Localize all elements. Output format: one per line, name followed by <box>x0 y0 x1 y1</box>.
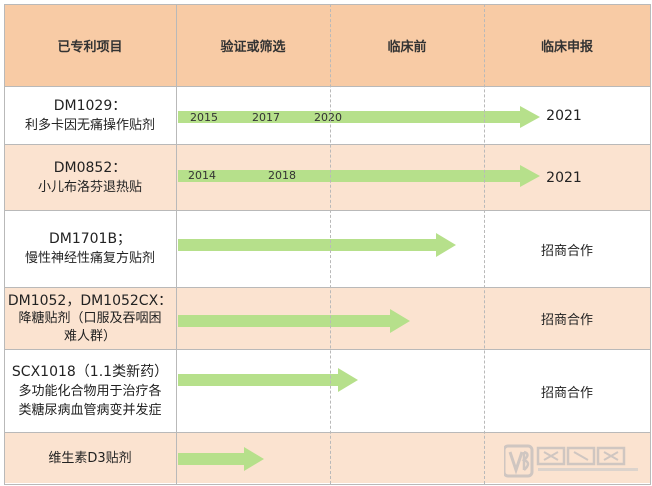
project-name-cell: DM1029： 利多卡因无痛操作贴剂 <box>4 87 176 144</box>
column-divider <box>176 4 177 484</box>
filing-year: 2021 <box>546 107 582 124</box>
project-description: 多功能化合物用于治疗各 <box>18 383 162 399</box>
project-description: 小儿布洛芬退热贴 <box>37 179 142 195</box>
vb-logo-icon <box>504 444 638 478</box>
progress-arrow <box>178 447 264 471</box>
table-row: DM1701B； 慢性神经性痛复方贴剂 招商合作 <box>4 211 650 288</box>
year-label: 2017 <box>252 111 280 124</box>
project-name-cell: 维生素D3贴剂 <box>4 433 176 483</box>
project-name-cell: DM1701B； 慢性神经性痛复方贴剂 <box>4 211 176 287</box>
header-clinical-filing: 临床申报 <box>540 39 593 55</box>
table-row: SCX1018（1.1类新药） 多功能化合物用于治疗各 类糖尿病血管病变并发症 … <box>4 350 650 433</box>
project-name-cell: DM0852： 小儿布洛芬退热贴 <box>4 145 176 210</box>
licensing-status: 招商合作 <box>540 243 593 259</box>
header-patent-projects: 已专利项目 <box>57 39 123 55</box>
year-label: 2015 <box>190 111 218 124</box>
table-row: DM1029： 利多卡因无痛操作贴剂 2015 2017 2020 2021 <box>4 87 650 145</box>
project-description: 降糖贴剂（口服及吞咽困 <box>18 310 162 326</box>
table-row: DM1052，DM1052CX： 降糖贴剂（口服及吞咽困 难人群） 招商合作 <box>4 288 650 350</box>
progress-arrow <box>178 233 456 257</box>
project-description-line2: 难人群） <box>63 328 116 344</box>
project-description: 利多卡因无痛操作贴剂 <box>24 117 155 133</box>
project-code: DM1029： <box>53 97 127 114</box>
project-code: DM0852： <box>53 159 127 176</box>
project-code: 维生素D3贴剂 <box>48 450 132 466</box>
table-row: DM0852： 小儿布洛芬退热贴 2014 2018 2021 <box>4 145 650 211</box>
progress-arrow <box>178 106 540 128</box>
project-code: SCX1018（1.1类新药） <box>11 363 169 380</box>
column-divider <box>330 4 331 484</box>
licensing-status: 招商合作 <box>540 313 593 328</box>
header-preclinical: 临床前 <box>387 39 427 55</box>
progress-arrow <box>178 165 540 187</box>
project-description-line2: 类糖尿病血管病变并发症 <box>18 402 162 418</box>
pipeline-table: 已专利项目 验证或筛选 临床前 临床申报 DM1029： 利多卡因无痛操作贴剂 … <box>4 4 651 485</box>
progress-arrow <box>178 368 358 392</box>
project-name-cell: SCX1018（1.1类新药） 多功能化合物用于治疗各 类糖尿病血管病变并发症 <box>4 350 176 432</box>
project-code: DM1701B； <box>48 231 132 247</box>
table-header: 已专利项目 验证或筛选 临床前 临床申报 <box>4 4 650 87</box>
licensing-status: 招商合作 <box>540 385 593 401</box>
table-row: 维生素D3贴剂 <box>4 433 650 483</box>
year-label: 2020 <box>314 111 342 124</box>
year-label: 2018 <box>268 169 296 182</box>
project-code: DM1052，DM1052CX： <box>7 292 173 309</box>
year-label: 2014 <box>188 169 216 182</box>
column-divider <box>484 4 485 484</box>
project-name-cell: DM1052，DM1052CX： 降糖贴剂（口服及吞咽困 难人群） <box>4 288 176 349</box>
filing-year: 2021 <box>546 169 582 186</box>
progress-arrow <box>178 309 410 333</box>
header-verification: 验证或筛选 <box>220 39 286 55</box>
project-description: 慢性神经性痛复方贴剂 <box>24 251 155 266</box>
